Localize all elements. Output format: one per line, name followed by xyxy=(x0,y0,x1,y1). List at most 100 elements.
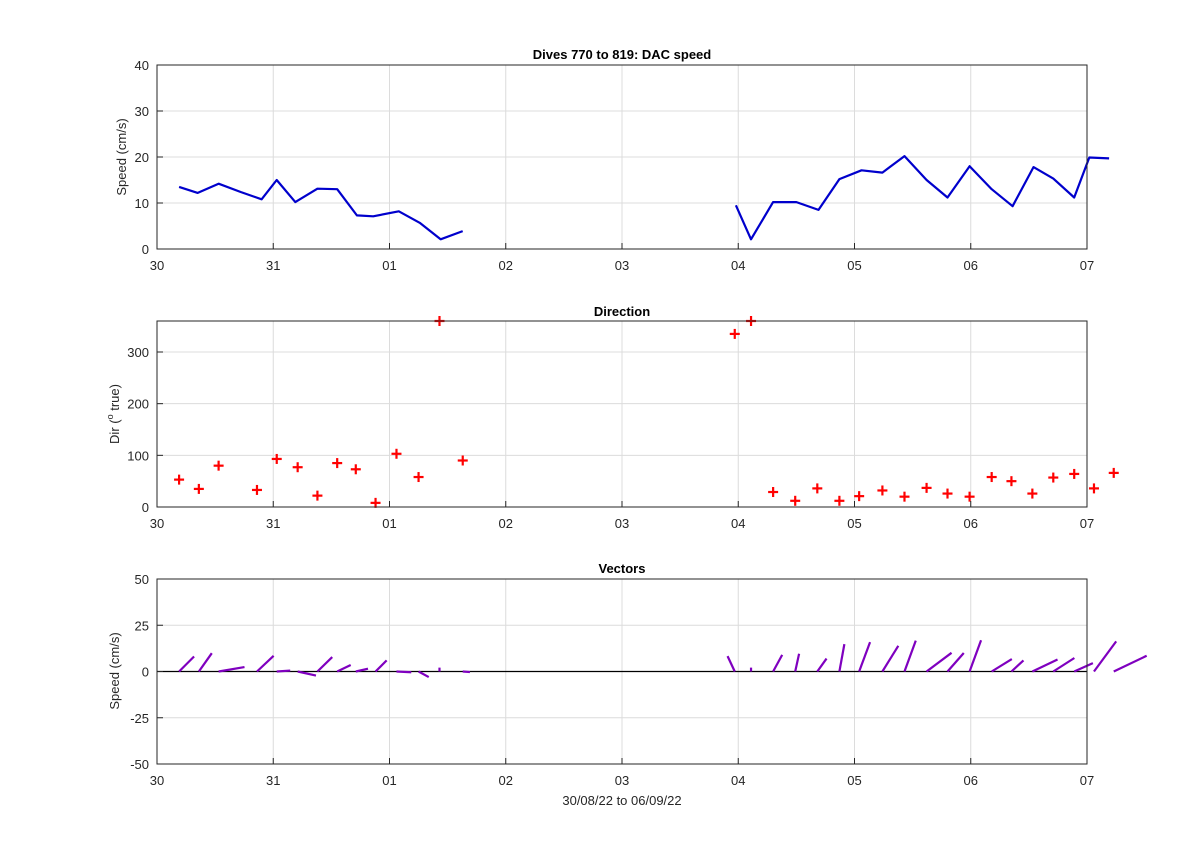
vector-stick xyxy=(396,670,412,674)
vector-stick xyxy=(925,651,953,673)
vectors-x-tick-label: 05 xyxy=(847,773,861,788)
direction-marker xyxy=(790,495,801,506)
speed-x-tick-label: 05 xyxy=(847,258,861,273)
direction-y-ticks: 0 100 200 300 xyxy=(127,345,163,515)
vectors-y-axis-label: Speed (cm/s) xyxy=(107,632,122,709)
direction-marker xyxy=(1006,476,1017,487)
vectors-y-tick-label: -50 xyxy=(130,757,149,772)
speed-x-ticks: 30 31 01 02 03 04 05 06 07 xyxy=(150,243,1094,273)
direction-x-tick-label: 07 xyxy=(1080,516,1094,531)
speed-x-tick-label: 02 xyxy=(499,258,513,273)
direction-x-tick-label: 05 xyxy=(847,516,861,531)
speed-series-line xyxy=(178,178,464,241)
direction-y-tick-label: 200 xyxy=(127,397,149,412)
vectors-x-tick-label: 01 xyxy=(382,773,396,788)
direction-y-tick-label: 300 xyxy=(127,345,149,360)
direction-marker xyxy=(1048,472,1059,483)
vector-stick xyxy=(418,670,430,679)
direction-ylabel-degree: o xyxy=(105,414,115,419)
direction-ylabel-pre: Dir ( xyxy=(107,419,122,444)
direction-marker xyxy=(292,462,303,473)
vector-stick xyxy=(178,655,195,673)
direction-marker xyxy=(332,458,343,469)
direction-markers xyxy=(174,316,1119,508)
direction-marker xyxy=(213,460,224,471)
vector-stick xyxy=(881,645,900,673)
speed-y-ticks: 0 10 20 30 40 xyxy=(135,58,163,257)
vectors-x-tick-label: 06 xyxy=(964,773,978,788)
vectors-chart-title: Vectors xyxy=(599,561,646,576)
vector-stick xyxy=(256,654,275,673)
vector-stick xyxy=(1073,662,1094,673)
direction-marker xyxy=(251,484,262,495)
direction-marker xyxy=(1069,468,1080,479)
vector-stick xyxy=(374,659,388,673)
vector-stick xyxy=(903,640,917,672)
direction-marker xyxy=(1108,467,1119,478)
speed-series xyxy=(178,155,1110,241)
speed-x-tick-label: 03 xyxy=(615,258,629,273)
vector-stick xyxy=(772,654,784,673)
vector-stick xyxy=(726,655,736,672)
vector-stick xyxy=(1031,658,1058,673)
vector-stick xyxy=(858,641,872,672)
speed-y-axis-label: Speed (cm/s) xyxy=(114,118,129,195)
vectors-sticks xyxy=(178,639,1148,679)
direction-ylabel-post: true) xyxy=(107,384,122,414)
speed-y-tick-label: 0 xyxy=(142,242,149,257)
speed-x-tick-label: 04 xyxy=(731,258,745,273)
direction-marker xyxy=(942,488,953,499)
direction-marker xyxy=(812,483,823,494)
vector-stick xyxy=(1010,659,1025,673)
vectors-y-tick-label: 25 xyxy=(135,618,149,633)
vector-stick xyxy=(838,643,846,672)
vectors-x-ticks: 30 31 01 02 03 04 05 06 07 xyxy=(150,758,1094,788)
direction-x-tick-label: 03 xyxy=(615,516,629,531)
direction-marker xyxy=(1088,483,1099,494)
vector-stick xyxy=(991,658,1013,673)
vectors-y-ticks: -50 -25 0 25 50 xyxy=(130,572,163,772)
direction-marker xyxy=(834,495,845,506)
direction-marker xyxy=(350,464,361,475)
vectors-y-tick-label: 0 xyxy=(142,665,149,680)
vector-stick xyxy=(1093,640,1118,673)
vector-stick xyxy=(218,665,245,673)
speed-x-tick-label: 07 xyxy=(1080,258,1094,273)
speed-y-tick-label: 40 xyxy=(135,58,149,73)
vector-stick xyxy=(1052,657,1075,673)
direction-y-axis-label: Dir (o true) xyxy=(105,384,122,444)
vector-stick xyxy=(462,670,471,674)
direction-gridlines xyxy=(157,321,1087,507)
vector-stick xyxy=(968,639,983,672)
direction-x-tick-label: 04 xyxy=(731,516,745,531)
direction-marker xyxy=(854,491,865,502)
direction-marker xyxy=(370,497,381,508)
vectors-y-tick-label: 50 xyxy=(135,572,149,587)
speed-x-tick-label: 01 xyxy=(382,258,396,273)
vector-stick xyxy=(297,670,317,677)
speed-chart-title: Dives 770 to 819: DAC speed xyxy=(533,47,712,62)
direction-marker xyxy=(1027,488,1038,499)
direction-marker xyxy=(899,491,910,502)
speed-x-tick-label: 06 xyxy=(964,258,978,273)
vector-stick xyxy=(355,667,369,673)
direction-marker xyxy=(768,487,779,498)
direction-marker xyxy=(193,483,204,494)
speed-y-tick-label: 10 xyxy=(135,196,149,211)
speed-x-tick-label: 30 xyxy=(150,258,164,273)
direction-y-tick-label: 0 xyxy=(142,500,149,515)
direction-marker xyxy=(729,328,740,339)
direction-marker xyxy=(986,472,997,483)
vectors-x-tick-label: 03 xyxy=(615,773,629,788)
vector-stick xyxy=(816,657,828,673)
vector-stick xyxy=(197,652,213,673)
direction-marker xyxy=(271,453,282,464)
vectors-x-tick-label: 31 xyxy=(266,773,280,788)
speed-series-line xyxy=(734,155,1110,241)
vectors-x-tick-label: 02 xyxy=(499,773,513,788)
direction-marker xyxy=(174,474,185,485)
direction-x-tick-label: 06 xyxy=(964,516,978,531)
vectors-x-tick-label: 04 xyxy=(731,773,745,788)
